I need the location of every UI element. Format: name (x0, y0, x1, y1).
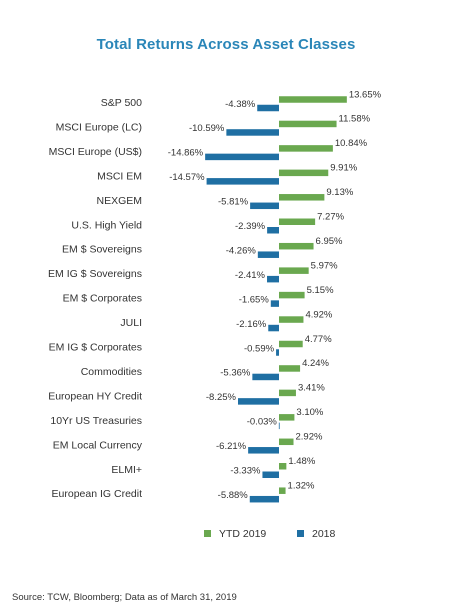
data-label-ytd-2019: 2.92% (296, 432, 323, 443)
data-label-ytd-2019: 9.13% (326, 187, 353, 198)
bar-2018 (270, 300, 279, 307)
data-label-2018: -0.03% (247, 417, 278, 428)
legend-label-2018: 2018 (312, 528, 336, 540)
data-label-ytd-2019: 6.95% (316, 236, 343, 247)
bar-2018 (278, 422, 280, 430)
data-label-2018: -4.26% (226, 245, 257, 256)
bar-ytd-2019 (279, 340, 303, 348)
bar-2018 (268, 324, 279, 332)
data-label-ytd-2019: 4.24% (302, 358, 329, 369)
category-label: EM IG $ Corporates (49, 342, 142, 354)
data-label-ytd-2019: 5.15% (307, 285, 334, 296)
bar-2018 (252, 373, 279, 381)
category-label: EM $ Sovereigns (62, 244, 142, 256)
bar-ytd-2019 (279, 365, 301, 372)
bar-2018 (205, 153, 279, 161)
data-label-2018: -5.81% (218, 197, 249, 208)
bar-ytd-2019 (279, 194, 325, 201)
category-label: MSCI EM (97, 170, 142, 182)
data-label-2018: -4.38% (225, 99, 256, 110)
bar-2018 (226, 129, 279, 136)
data-label-ytd-2019: 4.92% (305, 309, 332, 320)
bar-ytd-2019 (279, 145, 333, 152)
bar-2018 (237, 398, 279, 405)
data-label-2018: -8.25% (206, 392, 237, 403)
bar-chart: S&P 500 13.65% -4.38% MSCI Europe (LC) 11.58… (48, 89, 382, 540)
bar-2018 (206, 178, 279, 185)
data-label-ytd-2019: 7.27% (317, 212, 344, 223)
category-label: MSCI Europe (US$) (49, 146, 142, 158)
bar-2018 (248, 447, 279, 454)
data-label-2018: -5.88% (218, 490, 249, 501)
legend-swatch-ytd-2019 (204, 530, 211, 537)
data-label-ytd-2019: 13.65% (349, 89, 382, 100)
data-label-ytd-2019: 10.84% (335, 138, 368, 149)
data-label-2018: -2.41% (235, 270, 266, 281)
bar-ytd-2019 (279, 487, 286, 494)
data-label-ytd-2019: 1.32% (288, 480, 315, 491)
category-label: U.S. High Yield (71, 219, 142, 231)
bar-ytd-2019 (279, 96, 347, 103)
bar-ytd-2019 (279, 267, 309, 274)
category-label: ELMI+ (111, 464, 142, 476)
data-label-2018: -14.86% (168, 148, 204, 159)
legend-label-ytd-2019: YTD 2019 (219, 528, 266, 540)
bar-2018 (257, 104, 279, 112)
category-label: European IG Credit (52, 488, 143, 500)
bar-2018 (267, 275, 279, 283)
data-label-2018: -5.36% (220, 368, 251, 379)
bar-ytd-2019 (279, 242, 314, 250)
source-note: Source: TCW, Bloomberg; Data as of March… (12, 592, 237, 603)
bar-2018 (257, 251, 279, 258)
bar-ytd-2019 (279, 463, 287, 470)
data-label-2018: -2.16% (236, 319, 267, 330)
category-label: Commodities (81, 366, 142, 378)
category-label: JULI (120, 317, 142, 329)
category-label: European HY Credit (48, 390, 142, 402)
data-label-ytd-2019: 1.48% (288, 456, 315, 467)
legend-swatch-2018 (297, 530, 304, 537)
data-label-ytd-2019: 3.10% (296, 407, 323, 418)
category-label: MSCI Europe (LC) (56, 121, 142, 133)
category-label: EM $ Corporates (63, 293, 142, 305)
data-label-2018: -3.33% (230, 466, 261, 477)
bar-2018 (276, 349, 279, 356)
data-label-ytd-2019: 3.41% (298, 383, 325, 394)
bar-ytd-2019 (279, 438, 294, 446)
bar-ytd-2019 (279, 291, 305, 299)
bar-ytd-2019 (279, 169, 329, 177)
bar-2018 (262, 471, 279, 478)
data-label-2018: -6.21% (216, 441, 247, 452)
data-label-2018: -14.57% (169, 172, 205, 183)
bar-2018 (249, 495, 279, 503)
bar-ytd-2019 (279, 389, 296, 397)
bar-ytd-2019 (279, 120, 337, 128)
category-label: S&P 500 (101, 97, 142, 109)
bar-2018 (250, 202, 279, 210)
data-label-2018: -0.59% (244, 343, 275, 354)
chart-title: Total Returns Across Asset Classes (96, 36, 356, 53)
category-label: EM IG $ Sovereigns (48, 268, 142, 280)
data-label-ytd-2019: 5.97% (311, 260, 338, 271)
data-label-2018: -2.39% (235, 221, 266, 232)
bar-2018 (267, 227, 279, 234)
category-label: NEXGEM (96, 195, 142, 207)
data-label-ytd-2019: 9.91% (330, 163, 357, 174)
data-label-ytd-2019: 11.58% (339, 114, 371, 125)
bar-ytd-2019 (279, 414, 295, 421)
bar-ytd-2019 (279, 316, 304, 323)
bar-ytd-2019 (279, 218, 316, 225)
data-label-2018: -10.59% (189, 123, 225, 134)
category-label: EM Local Currency (53, 439, 143, 451)
data-label-ytd-2019: 4.77% (305, 334, 332, 345)
category-label: 10Yr US Treasuries (50, 415, 142, 427)
data-label-2018: -1.65% (239, 294, 270, 305)
